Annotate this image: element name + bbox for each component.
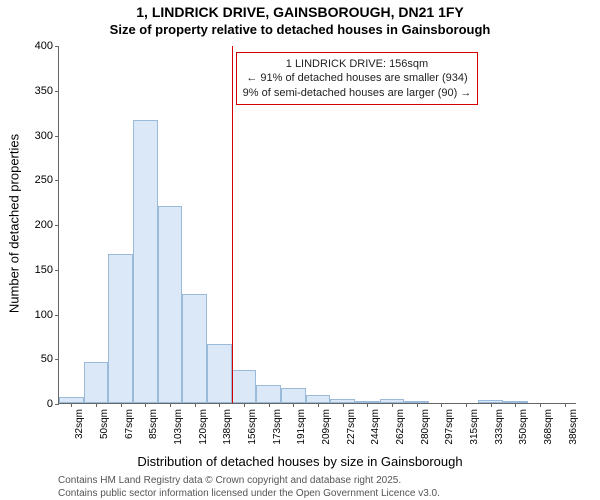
y-tick-mark xyxy=(55,359,59,360)
attribution: Contains HM Land Registry data © Crown c… xyxy=(58,474,440,500)
x-tick-mark xyxy=(540,403,541,407)
annotation-box: 1 LINDRICK DRIVE: 156sqm← 91% of detache… xyxy=(236,52,479,105)
x-tick-label: 350sqm xyxy=(518,409,529,445)
x-tick-mark xyxy=(417,403,418,407)
histogram-bar xyxy=(281,388,306,403)
chart-container: 1, LINDRICK DRIVE, GAINSBOROUGH, DN21 1F… xyxy=(0,0,600,500)
x-tick-label: 280sqm xyxy=(420,409,431,445)
x-tick-mark xyxy=(195,403,196,407)
x-tick-label: 209sqm xyxy=(321,409,332,445)
annotation-line: 1 LINDRICK DRIVE: 156sqm xyxy=(243,57,472,71)
x-tick-mark xyxy=(343,403,344,407)
attribution-line2: Contains public sector information licen… xyxy=(58,487,440,500)
y-tick-mark xyxy=(55,404,59,405)
x-tick-mark xyxy=(318,403,319,407)
x-tick-label: 262sqm xyxy=(395,409,406,445)
x-tick-label: 386sqm xyxy=(568,409,579,445)
x-tick-mark xyxy=(244,403,245,407)
x-tick-mark xyxy=(565,403,566,407)
chart-subtitle: Size of property relative to detached ho… xyxy=(0,22,600,37)
y-tick-mark xyxy=(55,136,59,137)
y-axis-label: Number of detached properties xyxy=(7,124,22,324)
x-tick-label: 297sqm xyxy=(444,409,455,445)
x-tick-label: 333sqm xyxy=(494,409,505,445)
y-tick-mark xyxy=(55,225,59,226)
x-tick-mark xyxy=(219,403,220,407)
y-tick-mark xyxy=(55,180,59,181)
histogram-bar xyxy=(207,344,232,403)
x-tick-mark xyxy=(441,403,442,407)
x-tick-mark xyxy=(269,403,270,407)
x-tick-label: 244sqm xyxy=(370,409,381,445)
chart-title: 1, LINDRICK DRIVE, GAINSBOROUGH, DN21 1F… xyxy=(0,4,600,20)
x-tick-mark xyxy=(466,403,467,407)
plot-area: 05010015020025030035040032sqm50sqm67sqm8… xyxy=(58,46,576,404)
histogram-bar xyxy=(232,370,257,403)
annotation-line: ← 91% of detached houses are smaller (93… xyxy=(243,71,472,85)
histogram-bar xyxy=(108,254,133,403)
attribution-line1: Contains HM Land Registry data © Crown c… xyxy=(58,474,440,487)
x-tick-mark xyxy=(96,403,97,407)
x-tick-label: 191sqm xyxy=(296,409,307,445)
x-tick-label: 50sqm xyxy=(99,409,110,439)
histogram-bar xyxy=(133,120,158,403)
x-tick-mark xyxy=(515,403,516,407)
x-tick-label: 368sqm xyxy=(543,409,554,445)
x-tick-label: 103sqm xyxy=(173,409,184,445)
x-tick-label: 138sqm xyxy=(222,409,233,445)
histogram-bar xyxy=(182,294,207,403)
reference-line xyxy=(232,46,233,403)
x-tick-mark xyxy=(392,403,393,407)
x-tick-mark xyxy=(491,403,492,407)
x-tick-label: 173sqm xyxy=(272,409,283,445)
y-tick-mark xyxy=(55,91,59,92)
histogram-bar xyxy=(256,385,281,403)
x-tick-mark xyxy=(170,403,171,407)
y-tick-mark xyxy=(55,315,59,316)
y-tick-mark xyxy=(55,270,59,271)
x-tick-label: 67sqm xyxy=(124,409,135,439)
x-tick-label: 85sqm xyxy=(148,409,159,439)
x-tick-label: 32sqm xyxy=(74,409,85,439)
x-tick-label: 227sqm xyxy=(346,409,357,445)
x-tick-mark xyxy=(145,403,146,407)
x-tick-label: 156sqm xyxy=(247,409,258,445)
histogram-bar xyxy=(306,395,331,403)
x-tick-mark xyxy=(293,403,294,407)
y-tick-mark xyxy=(55,46,59,47)
x-tick-mark xyxy=(121,403,122,407)
x-axis-label: Distribution of detached houses by size … xyxy=(0,454,600,469)
annotation-line: 9% of semi-detached houses are larger (9… xyxy=(243,86,472,100)
x-tick-mark xyxy=(71,403,72,407)
x-tick-mark xyxy=(367,403,368,407)
histogram-bar xyxy=(158,206,183,403)
x-tick-label: 120sqm xyxy=(198,409,209,445)
histogram-bar xyxy=(84,362,109,403)
x-tick-label: 315sqm xyxy=(469,409,480,445)
